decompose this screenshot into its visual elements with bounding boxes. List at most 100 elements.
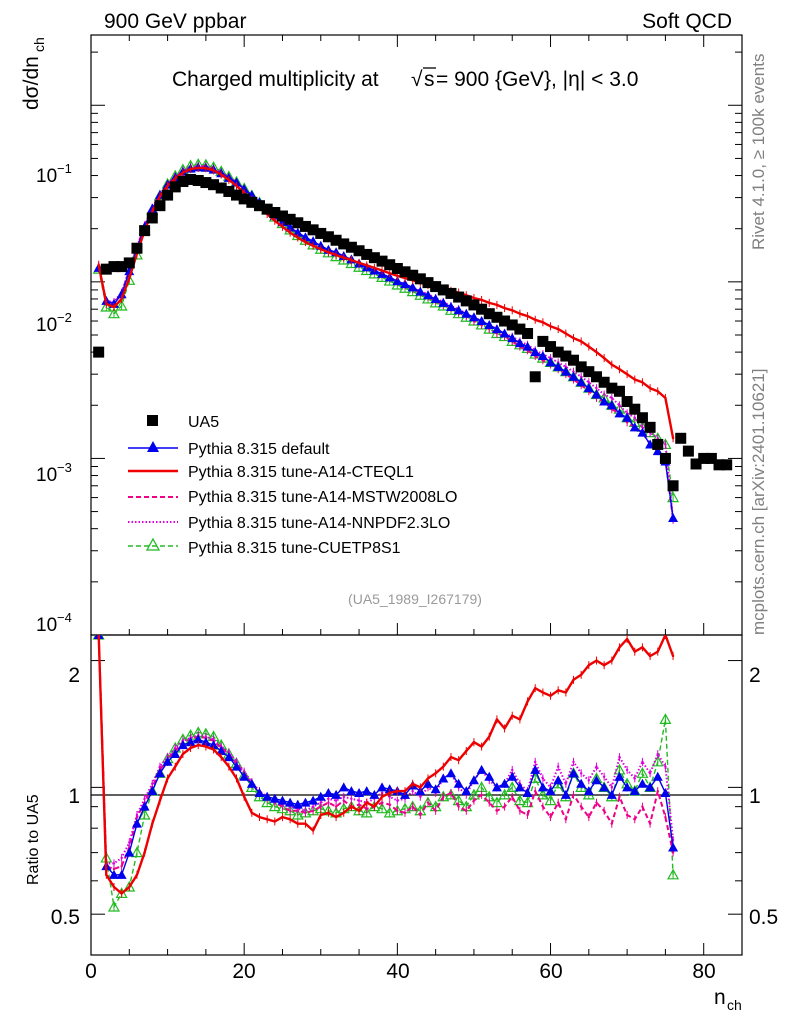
mc-1-point: [610, 363, 613, 366]
ratio-0-point: [384, 784, 395, 794]
mc-0-point: [438, 297, 449, 307]
ratio-4-point: [513, 794, 526, 806]
ratio-0-point: [499, 778, 510, 788]
ratio-4-point: [276, 802, 289, 814]
legend-label: Pythia 8.315 tune-CUETP8S1: [188, 540, 401, 557]
mc-1-point: [174, 177, 177, 180]
ratio-1-point: [112, 885, 116, 889]
mc-0-point: [461, 308, 472, 318]
ratio-2-point: [656, 789, 659, 793]
mc-1-point: [595, 350, 598, 354]
ua5-data-point: [621, 396, 633, 408]
ratio-0-point: [652, 771, 663, 781]
title-suffix: = 900 {GeV}, |η| < 3.0: [436, 68, 638, 91]
mc-0-point: [422, 290, 433, 300]
ratio-1-point: [151, 822, 154, 825]
mc-0-point: [514, 338, 525, 348]
ua5-data-point: [299, 220, 311, 232]
ratio-3-point: [656, 752, 659, 756]
ua5-data-point: [315, 227, 327, 239]
ua5-data-point: [261, 203, 273, 215]
ratio-2-point: [311, 809, 315, 812]
mc-1-point: [227, 178, 231, 182]
ua5-data-point: [223, 185, 235, 197]
mc-1-point: [158, 195, 162, 198]
ua5-data-point: [445, 287, 457, 299]
ratio-3-point: [204, 735, 208, 738]
ua5-data-point: [453, 291, 465, 303]
ratio-0-point: [537, 782, 548, 792]
ratio-0-point: [507, 771, 518, 781]
ratio-1-point: [273, 820, 277, 823]
mc-0-point: [430, 293, 441, 303]
ua5-data-point: [353, 245, 365, 257]
ratio-1-point: [212, 748, 215, 751]
ua5-data-point: [552, 346, 564, 358]
ratio-4-point: [130, 846, 143, 858]
ua5-data-point: [705, 452, 717, 464]
ratio-3-point: [587, 778, 591, 782]
ratio-2-point: [319, 805, 322, 808]
ratio-3-point: [633, 777, 636, 780]
ratio-0-point: [223, 752, 234, 762]
ua5-data-point: [376, 255, 388, 267]
mc-0-point: [292, 227, 303, 237]
ratio-1-point: [671, 654, 675, 658]
ratio-1-point: [426, 777, 430, 780]
ratio-0-point: [177, 740, 188, 750]
ratio-0-point: [522, 787, 533, 797]
ratio-1-point: [189, 746, 192, 750]
ua5-data-point: [154, 200, 166, 212]
ua5-data-point: [238, 193, 250, 205]
ratio-1-point: [625, 637, 629, 641]
mc-1-point: [388, 271, 391, 275]
ratio-0-point: [591, 775, 602, 785]
ratio-1-point: [419, 786, 422, 789]
ratio-1-point: [656, 650, 659, 653]
mc-1-point: [112, 305, 116, 309]
ua5-data-point: [269, 207, 281, 219]
ua5-data-series: [93, 173, 733, 492]
top-y-tick-label-1: 10 −1: [36, 161, 72, 187]
ratio-1-point: [304, 822, 307, 825]
ratio-4-point: [536, 788, 549, 800]
ua5-data-point: [422, 277, 434, 289]
mc-1-point: [166, 184, 169, 187]
ratio-0-point: [576, 778, 587, 788]
mc-0-point: [507, 333, 518, 343]
mc-1-point: [526, 314, 529, 318]
mc-3-point: [633, 416, 636, 419]
ratio-2-point: [534, 789, 537, 793]
ratio-0-point: [331, 789, 342, 799]
legend-label: Pythia 8.315 tune-A14-NNPDF2.3LO: [188, 515, 450, 532]
ratio-1-point: [503, 727, 506, 730]
ua5-data-point: [123, 257, 135, 269]
ratio-2-point: [380, 801, 384, 804]
ratio-1-point: [373, 805, 376, 808]
ratio-1-point: [587, 663, 591, 667]
ratio-3-point: [579, 772, 583, 775]
ratio-0-point: [622, 782, 633, 792]
legend-entry-nnpdf: Pythia 8.315 tune-A14-NNPDF2.3LO: [128, 515, 450, 532]
ratio-1-point: [648, 654, 652, 658]
mc-1-point: [296, 236, 299, 239]
ratio-1-point: [342, 811, 345, 815]
ua5-data-point: [399, 266, 411, 278]
ratio-4-point: [261, 796, 274, 808]
mc-1-point: [242, 191, 246, 194]
top-y-tick-base: 10: [36, 465, 57, 486]
ratio-1-point: [105, 873, 108, 877]
top-y-tick-exp: −3: [57, 460, 72, 475]
ratio-3-point: [511, 768, 514, 772]
ratio-3-point: [556, 765, 560, 768]
ratio-y-axis-label: Ratio to UA5: [25, 794, 42, 885]
ratio-2-point: [112, 867, 116, 871]
ua5-data-point: [177, 176, 189, 188]
ua5-data-point: [292, 217, 304, 229]
ratio-1-point: [311, 829, 315, 832]
ratio-2-point: [442, 795, 445, 798]
mc-1-point: [281, 225, 284, 228]
rivet-version-text: Rivet 4.1.0, ≥ 100k events: [749, 54, 768, 250]
x-tick-60: 60: [539, 960, 562, 983]
ratio-0-point: [430, 784, 441, 794]
